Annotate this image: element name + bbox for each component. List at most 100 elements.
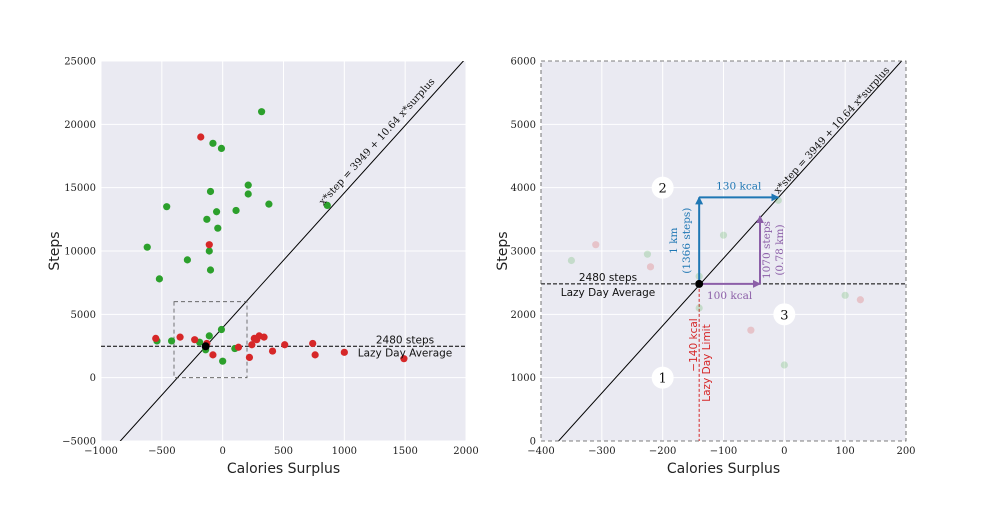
- y-axis-label: Steps: [47, 231, 63, 270]
- x-tick-label: 200: [896, 446, 915, 457]
- red-data-point: [309, 339, 317, 348]
- reference-label-top: 2480 steps: [376, 334, 434, 346]
- arrow-label: 100 kcal: [707, 290, 753, 302]
- red-data-point: [205, 241, 213, 249]
- region-markers: 1 2 3: [651, 176, 796, 389]
- red-data-point: [197, 133, 205, 141]
- green-data-point: [183, 256, 191, 264]
- lazy-day-point: [201, 342, 210, 351]
- red-data-point: [152, 334, 160, 342]
- region-label: 3: [780, 308, 788, 323]
- y-tick-label: 15000: [64, 183, 96, 194]
- reference-label-bottom: Lazy Day Average: [561, 287, 656, 299]
- tick-labels: −1000 −500 0 500 1000 1500 2000−50000500010000…: [62, 57, 479, 458]
- green-data-point: [143, 243, 151, 251]
- limit-label-bottom: Lazy Day Limit: [701, 324, 713, 401]
- y-tick-label: 10000: [64, 247, 96, 258]
- fit-line: [119, 61, 465, 441]
- y-tick-label: 5000: [511, 120, 536, 131]
- left-chart: −1000 −500 0 500 1000 1500 2000−50000500010000…: [47, 57, 479, 478]
- green-data-point: [219, 357, 227, 365]
- x-tick-label: 1500: [392, 446, 417, 457]
- y-tick-label: 5000: [71, 310, 96, 321]
- green-data-point: [217, 144, 226, 152]
- green-data-point: [212, 208, 221, 216]
- y-tick-label: 6000: [511, 57, 536, 68]
- green-data-point: [265, 200, 273, 208]
- x-tick-label: −500: [148, 446, 175, 457]
- faded-red-data-point: [592, 241, 600, 249]
- green-data-point: [206, 187, 215, 196]
- x-tick-label: 100: [836, 446, 855, 457]
- y-tick-label: 0: [530, 437, 536, 448]
- green-data-point: [209, 139, 217, 147]
- green-data-point: [205, 247, 213, 255]
- y-tick-label: 4000: [511, 183, 536, 194]
- tick-labels: −400 −300 −200 −100 0 100 20001000200030004000…: [511, 57, 916, 458]
- x-tick-label: 500: [274, 446, 293, 457]
- faded-red-data-point: [856, 296, 864, 304]
- arrow-labels: 1 km(1366 steps) 130 kcal 100 kcal 1070 ste…: [668, 180, 786, 302]
- red-data-point: [340, 348, 348, 356]
- lazy-day-point: [695, 279, 704, 288]
- faded-green-data-point: [643, 250, 652, 258]
- y-tick-label: 3000: [511, 247, 536, 258]
- green-data-point: [217, 325, 226, 334]
- green-data-point: [203, 215, 211, 223]
- x-axis-label: Calories Surplus: [667, 461, 780, 477]
- region-marker: [773, 303, 796, 326]
- region-label: 1: [659, 372, 667, 387]
- zoom-frame: [540, 60, 907, 442]
- right-chart: −400 −300 −200 −100 0 100 20001000200030004000…: [495, 57, 916, 478]
- region-marker: [651, 176, 674, 199]
- green-data-point: [244, 190, 252, 198]
- faded-red-data-point: [747, 326, 755, 334]
- green-data-point: [206, 266, 215, 274]
- red-data-point: [234, 343, 243, 351]
- red-data-point: [253, 336, 261, 344]
- red-data-point: [176, 333, 184, 341]
- reference-label-bottom: Lazy Day Average: [358, 347, 453, 359]
- grid: [100, 60, 467, 442]
- red-data-point: [281, 341, 289, 349]
- red-data-point: [311, 351, 319, 359]
- green-data-point: [258, 108, 266, 116]
- red-data-point: [268, 347, 277, 355]
- region-marker: [651, 366, 674, 389]
- y-tick-label: 2000: [511, 310, 536, 321]
- x-tick-label: 0: [219, 446, 225, 457]
- red-data-point: [191, 336, 199, 344]
- x-tick-label: −1000: [84, 446, 118, 457]
- green-data-point: [244, 181, 252, 189]
- red-data-point: [260, 333, 268, 341]
- region-label: 2: [659, 182, 667, 197]
- red-data-point: [209, 351, 217, 359]
- faded-green-data-point: [780, 361, 788, 369]
- limit-label-top: −140 kcal: [688, 318, 700, 371]
- y-tick-label: 0: [90, 373, 96, 384]
- red-data-point: [400, 355, 408, 363]
- green-data-point: [214, 224, 222, 232]
- y-tick-label: −5000: [62, 437, 96, 448]
- green-data-point: [205, 332, 213, 340]
- y-tick-label: 1000: [511, 373, 536, 384]
- arrows: [695, 193, 780, 288]
- faded-green-data-point: [841, 291, 849, 299]
- x-tick-label: 0: [781, 446, 787, 457]
- y-tick-label: 20000: [64, 120, 96, 131]
- reference-label-top: 2480 steps: [579, 272, 637, 284]
- faded-red-data-point: [646, 263, 655, 271]
- x-tick-label: 2000: [453, 446, 478, 457]
- red-data-point: [245, 353, 254, 361]
- faded-green-data-point: [695, 304, 703, 312]
- green-data-point: [323, 201, 331, 209]
- arrow-label: 130 kcal: [716, 180, 762, 192]
- x-tick-label: −100: [710, 446, 737, 457]
- green-data-point: [232, 206, 240, 215]
- x-tick-label: 1000: [332, 446, 357, 457]
- y-axis-label: Steps: [495, 231, 511, 270]
- x-tick-label: −400: [527, 446, 554, 457]
- y-tick-label: 25000: [64, 57, 96, 68]
- arrow-label: 1 km(1366 steps): [668, 208, 693, 274]
